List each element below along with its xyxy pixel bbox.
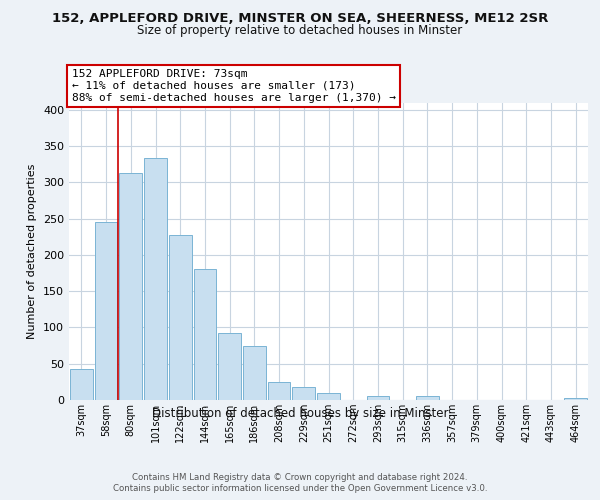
- Bar: [317, 392, 340, 400]
- Bar: [95, 222, 118, 400]
- Bar: [268, 382, 290, 400]
- Bar: [144, 158, 167, 400]
- Bar: [292, 387, 315, 400]
- Text: Distribution of detached houses by size in Minster: Distribution of detached houses by size …: [152, 408, 448, 420]
- Bar: [367, 396, 389, 400]
- Text: Size of property relative to detached houses in Minster: Size of property relative to detached ho…: [137, 24, 463, 37]
- Text: 152, APPLEFORD DRIVE, MINSTER ON SEA, SHEERNESS, ME12 2SR: 152, APPLEFORD DRIVE, MINSTER ON SEA, SH…: [52, 12, 548, 26]
- Bar: [194, 270, 216, 400]
- Bar: [70, 369, 93, 400]
- Y-axis label: Number of detached properties: Number of detached properties: [28, 164, 37, 339]
- Bar: [243, 346, 266, 400]
- Text: Contains HM Land Registry data © Crown copyright and database right 2024.: Contains HM Land Registry data © Crown c…: [132, 472, 468, 482]
- Bar: [416, 396, 439, 400]
- Bar: [564, 398, 587, 400]
- Bar: [169, 234, 191, 400]
- Bar: [119, 173, 142, 400]
- Text: 152 APPLEFORD DRIVE: 73sqm
← 11% of detached houses are smaller (173)
88% of sem: 152 APPLEFORD DRIVE: 73sqm ← 11% of deta…: [71, 70, 395, 102]
- Text: Contains public sector information licensed under the Open Government Licence v3: Contains public sector information licen…: [113, 484, 487, 493]
- Bar: [218, 333, 241, 400]
